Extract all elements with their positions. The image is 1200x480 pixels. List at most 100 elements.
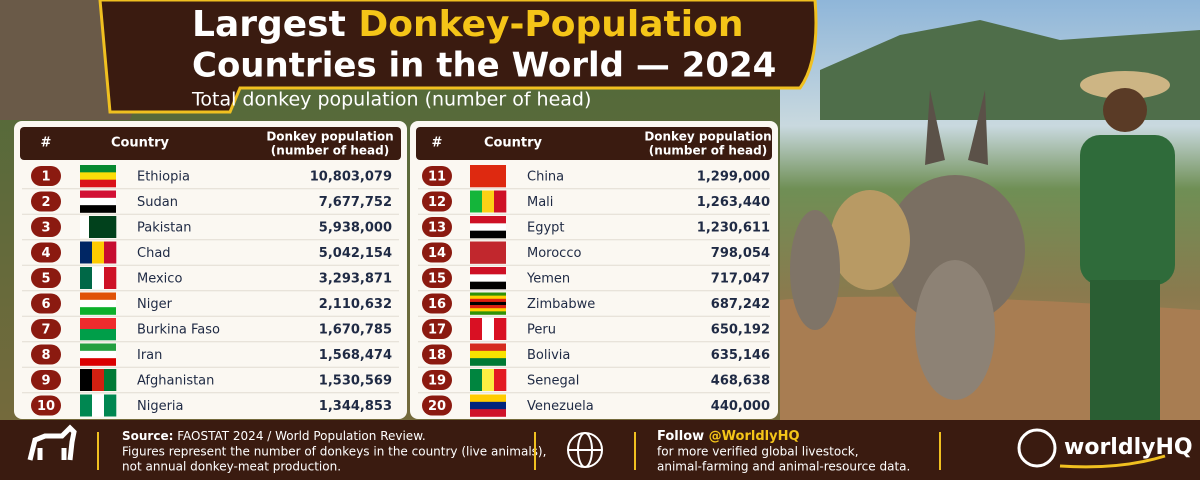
rank-badge bbox=[422, 166, 452, 186]
flag bbox=[80, 179, 116, 188]
country: Senegal bbox=[527, 374, 579, 389]
follow-line: Follow @WorldlyHQ bbox=[657, 429, 800, 444]
population: 650,192 bbox=[711, 323, 770, 338]
flag bbox=[80, 299, 116, 308]
flag bbox=[80, 292, 116, 301]
country: Nigeria bbox=[137, 399, 184, 414]
column-header: Donkey population bbox=[644, 130, 771, 144]
flag bbox=[470, 311, 506, 315]
brand: worldlyHQ bbox=[1064, 435, 1193, 460]
rank-badge bbox=[422, 395, 452, 416]
follow-text: for more verified global livestock, bbox=[657, 445, 859, 459]
donkey-photo bbox=[790, 90, 1025, 400]
country: Zimbabwe bbox=[527, 297, 595, 312]
population: 2,110,632 bbox=[319, 297, 392, 312]
population: 687,242 bbox=[711, 297, 770, 312]
country: Bolivia bbox=[527, 348, 570, 363]
rank-badge bbox=[422, 344, 452, 365]
flag bbox=[80, 172, 116, 180]
flag bbox=[80, 241, 93, 264]
flag bbox=[470, 369, 483, 391]
country: Morocco bbox=[527, 246, 581, 261]
title-highlight: Donkey-Population bbox=[358, 4, 743, 45]
rank-badge bbox=[31, 191, 61, 212]
population: 5,938,000 bbox=[319, 221, 392, 236]
country: Yemen bbox=[526, 272, 570, 287]
rank-badge bbox=[31, 242, 61, 263]
flag bbox=[494, 190, 507, 213]
flag bbox=[470, 401, 506, 410]
title-start: Largest bbox=[192, 4, 346, 45]
population: 440,000 bbox=[711, 399, 770, 414]
flag bbox=[470, 308, 506, 312]
flag bbox=[470, 301, 506, 306]
flag bbox=[494, 369, 507, 391]
rank-badge bbox=[422, 191, 452, 212]
rank-badge bbox=[422, 242, 452, 263]
flag bbox=[92, 241, 105, 264]
rank: 5 bbox=[41, 272, 50, 287]
handle: @WorldlyHQ bbox=[709, 429, 800, 444]
note: Figures represent the number of donkeys … bbox=[122, 445, 546, 459]
rank: 2 bbox=[41, 195, 50, 210]
source-label: Source: bbox=[122, 429, 173, 443]
flag bbox=[80, 350, 116, 359]
column-header: Donkey population bbox=[266, 130, 393, 144]
flag bbox=[80, 307, 116, 315]
flag bbox=[482, 369, 495, 391]
country: Sudan bbox=[137, 195, 178, 210]
column-header: # bbox=[432, 136, 443, 151]
flag bbox=[470, 190, 483, 213]
column-header: Country bbox=[484, 136, 543, 151]
flag bbox=[107, 216, 117, 238]
rank: 4 bbox=[41, 246, 50, 261]
flag bbox=[98, 216, 108, 238]
flag bbox=[80, 267, 93, 289]
flag bbox=[470, 295, 506, 300]
population: 1,568,474 bbox=[319, 348, 392, 363]
source: FAOSTAT 2024 / World Population Review. bbox=[177, 429, 425, 443]
flag bbox=[80, 216, 90, 238]
rank-badge bbox=[422, 217, 452, 237]
population: 1,299,000 bbox=[697, 170, 770, 185]
flag bbox=[80, 205, 116, 213]
country: Peru bbox=[527, 323, 556, 338]
rank: 11 bbox=[428, 170, 446, 185]
rank: 6 bbox=[41, 297, 50, 312]
rank: 1 bbox=[41, 170, 50, 185]
rank: 10 bbox=[37, 399, 55, 414]
rank-badge bbox=[31, 395, 61, 416]
flag bbox=[104, 267, 117, 289]
flag bbox=[80, 369, 93, 391]
population: 5,042,154 bbox=[319, 246, 392, 261]
flag bbox=[470, 394, 506, 403]
population: 1,530,569 bbox=[319, 374, 392, 389]
flag bbox=[470, 350, 506, 359]
population: 10,803,079 bbox=[310, 170, 392, 185]
rank-badge bbox=[31, 166, 61, 186]
flag bbox=[470, 267, 506, 275]
flag bbox=[470, 305, 506, 309]
flag bbox=[470, 274, 506, 282]
column-header: (number of head) bbox=[271, 144, 389, 158]
flag bbox=[470, 216, 506, 224]
rank-badge bbox=[422, 293, 452, 314]
follow-text: animal-farming and animal-resource data. bbox=[657, 460, 910, 474]
flag bbox=[80, 165, 116, 173]
donkey-icon bbox=[27, 424, 77, 461]
population: 7,677,752 bbox=[319, 195, 392, 210]
rank: 8 bbox=[41, 348, 50, 363]
globe-icon bbox=[567, 432, 603, 468]
population: 3,293,871 bbox=[319, 272, 392, 287]
population: 798,054 bbox=[711, 246, 770, 261]
rank: 20 bbox=[428, 399, 446, 414]
rank-badge bbox=[31, 370, 61, 390]
rank-badge bbox=[31, 344, 61, 365]
flag bbox=[470, 241, 506, 264]
country: Burkina Faso bbox=[137, 323, 220, 338]
rank-badge bbox=[422, 319, 452, 339]
flag bbox=[470, 343, 506, 352]
country: Niger bbox=[137, 297, 173, 312]
country: Ethiopia bbox=[137, 170, 190, 185]
flag bbox=[80, 358, 116, 366]
